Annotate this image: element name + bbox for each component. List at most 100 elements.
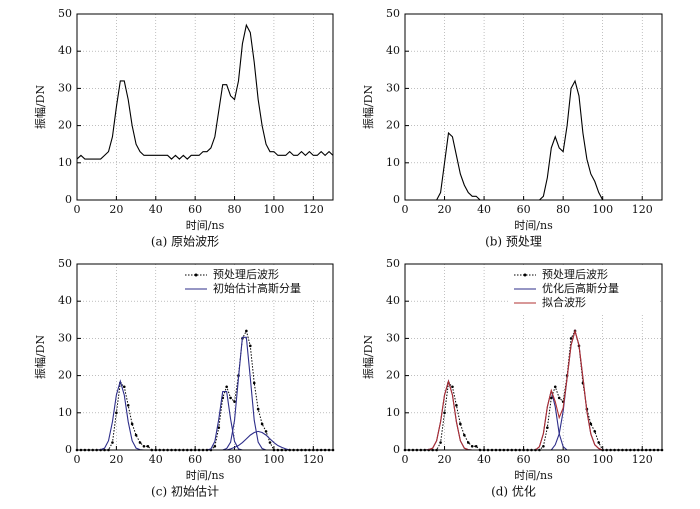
data-point — [474, 444, 478, 448]
data-point — [252, 381, 256, 385]
data-point — [549, 396, 553, 400]
y-tick-label: 50 — [386, 257, 400, 270]
data-point — [593, 430, 597, 433]
x-tick-label: 0 — [74, 453, 81, 466]
plot-frame — [404, 13, 663, 201]
series-line — [76, 23, 334, 160]
x-tick-label: 0 — [74, 203, 81, 216]
x-tick-label: 0 — [402, 453, 409, 466]
x-tick-label: 100 — [592, 453, 613, 466]
caption: (b) 预处理 — [485, 235, 542, 249]
x-tick-label: 120 — [632, 453, 653, 466]
y-axis-label: 振幅/DN — [361, 335, 375, 380]
data-point — [439, 441, 442, 444]
data-point — [229, 396, 232, 400]
data-point — [597, 441, 601, 444]
data-point — [466, 441, 470, 444]
x-tick-label: 60 — [517, 203, 531, 216]
data-point — [264, 430, 268, 433]
x-axis-label: 时间/ns — [514, 469, 553, 482]
data-point — [268, 441, 272, 444]
y-tick-label: 40 — [386, 294, 400, 307]
data-point — [245, 329, 248, 333]
y-axis-label: 振幅/DN — [33, 335, 47, 380]
x-tick-label: 100 — [263, 453, 284, 466]
x-tick-label: 60 — [188, 453, 202, 466]
data-point — [589, 422, 593, 426]
y-tick-label: 30 — [386, 331, 400, 344]
x-tick-label: 120 — [303, 453, 324, 466]
y-tick-label: 20 — [386, 369, 400, 382]
y-tick-label: 30 — [58, 331, 72, 344]
y-tick-label: 40 — [58, 44, 72, 57]
x-tick-label: 100 — [263, 203, 284, 216]
caption: (c) 初始估计 — [151, 485, 219, 499]
y-tick-label: 0 — [393, 193, 400, 206]
x-tick-label: 100 — [592, 203, 613, 216]
plot-frame — [76, 263, 334, 451]
y-tick-label: 50 — [386, 7, 400, 20]
data-point — [557, 396, 561, 400]
y-tick-label: 10 — [386, 156, 400, 169]
data-point — [542, 444, 545, 448]
data-point — [459, 422, 462, 426]
plot-frame — [76, 13, 334, 201]
plot-frame — [404, 263, 663, 451]
y-tick-label: 10 — [58, 156, 72, 169]
y-axis-label: 振幅/DN — [33, 85, 47, 130]
x-tick-label: 40 — [477, 203, 491, 216]
legend-box — [181, 266, 331, 300]
y-tick-label: 40 — [58, 294, 72, 307]
data-point — [455, 404, 458, 407]
y-axis-label: 振幅/DN — [361, 85, 375, 130]
x-tick-label: 80 — [228, 453, 242, 466]
data-point — [443, 411, 446, 415]
legend-label: 预处理后波形 — [542, 268, 608, 281]
data-point — [451, 385, 454, 389]
x-tick-label: 80 — [556, 203, 570, 216]
legend-label: 预处理后波形 — [213, 268, 279, 281]
data-point — [146, 444, 150, 448]
legend-box — [510, 266, 660, 314]
caption: (a) 原始波形 — [151, 235, 219, 249]
x-tick-label: 80 — [556, 453, 570, 466]
data-point — [546, 426, 549, 429]
data-point — [225, 385, 228, 389]
x-tick-label: 120 — [632, 203, 653, 216]
data-point — [134, 433, 138, 437]
y-tick-label: 0 — [393, 443, 400, 456]
y-tick-label: 20 — [58, 119, 72, 132]
y-tick-label: 10 — [58, 406, 72, 419]
x-tick-label: 40 — [477, 453, 491, 466]
y-tick-label: 40 — [386, 44, 400, 57]
x-tick-label: 60 — [188, 203, 202, 216]
data-point — [111, 441, 114, 444]
data-point — [256, 407, 260, 411]
x-tick-label: 0 — [402, 203, 409, 216]
data-point — [248, 344, 252, 348]
legend-label: 初始估计高斯分量 — [213, 281, 301, 295]
y-tick-label: 30 — [58, 81, 72, 94]
data-point — [115, 411, 118, 415]
data-point — [138, 441, 142, 444]
legend-label: 优化后高斯分量 — [542, 281, 619, 295]
data-point — [553, 385, 557, 389]
plot-area — [77, 14, 333, 200]
x-tick-label: 20 — [438, 203, 452, 216]
x-axis-label: 时间/ns — [514, 219, 553, 232]
data-point — [213, 444, 217, 448]
x-tick-label: 120 — [303, 203, 324, 216]
y-tick-label: 10 — [386, 406, 400, 419]
x-axis-label: 时间/ns — [186, 469, 225, 482]
legend-marker — [194, 273, 198, 277]
x-tick-label: 60 — [517, 453, 531, 466]
x-tick-label: 40 — [149, 203, 163, 216]
data-point — [126, 404, 130, 407]
data-point — [569, 337, 573, 340]
caption: (d) 优化 — [491, 485, 536, 499]
x-tick-label: 20 — [109, 453, 123, 466]
y-tick-label: 30 — [386, 81, 400, 94]
x-axis-label: 时间/ns — [186, 219, 225, 232]
y-tick-label: 20 — [386, 119, 400, 132]
